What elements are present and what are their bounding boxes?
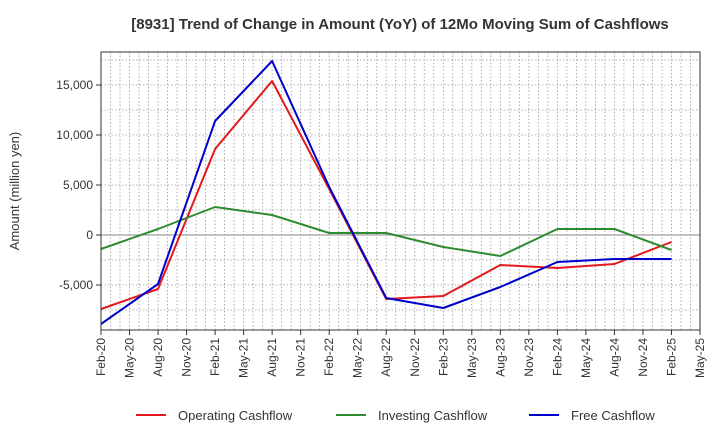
x-tick-label: Feb-25 xyxy=(664,338,678,376)
x-tick-label: Nov-20 xyxy=(180,338,194,377)
x-tick-label: Feb-24 xyxy=(550,338,564,376)
x-tick-label: May-25 xyxy=(693,338,707,378)
x-tick-label: May-22 xyxy=(351,338,365,378)
x-tick-label: May-21 xyxy=(237,338,251,378)
y-tick-label: 15,000 xyxy=(56,78,93,92)
x-tick-label: Feb-22 xyxy=(322,338,336,376)
x-tick-label: Aug-23 xyxy=(493,338,507,377)
x-tick-label: Aug-20 xyxy=(151,338,165,377)
x-tick-label: Nov-22 xyxy=(408,338,422,377)
x-tick-label: Aug-22 xyxy=(379,338,393,377)
y-tick-label: 0 xyxy=(86,228,93,242)
y-tick-label: -5,000 xyxy=(59,278,93,292)
x-tick-label: Aug-24 xyxy=(607,338,621,377)
legend: Operating Cashflow Investing Cashflow Free… xyxy=(136,408,655,423)
legend-label-operating-cashflow: Operating Cashflow xyxy=(178,408,293,423)
x-tick-label: Aug-21 xyxy=(265,338,279,377)
y-tick-label: 10,000 xyxy=(56,128,93,142)
plot-frame xyxy=(100,51,701,331)
x-tick-label: May-23 xyxy=(465,338,479,378)
x-tick-label: Nov-24 xyxy=(636,338,650,377)
x-tick-label: Feb-20 xyxy=(94,338,108,376)
chart-title: [8931] Trend of Change in Amount (YoY) o… xyxy=(131,16,669,33)
x-tick-label: Nov-23 xyxy=(522,338,536,377)
y-tick-label: 5,000 xyxy=(63,178,93,192)
grid xyxy=(101,52,700,330)
x-tick-label: Nov-21 xyxy=(294,338,308,377)
x-tick-label: Feb-23 xyxy=(436,338,450,376)
series-line-free-cashflow xyxy=(100,60,672,325)
series-layer xyxy=(100,60,672,325)
y-axis-label: Amount (million yen) xyxy=(7,132,22,251)
tick-layer: -5,000 0 5,000 10,000 15,000 Feb-20 May-20 Aug-… xyxy=(56,78,707,378)
series-line-investing-cashflow xyxy=(100,206,672,257)
x-tick-label: Feb-21 xyxy=(208,338,222,376)
x-tick-label: May-20 xyxy=(123,338,137,378)
legend-label-investing-cashflow: Investing Cashflow xyxy=(378,408,488,423)
legend-label-free-cashflow: Free Cashflow xyxy=(571,408,655,423)
x-tick-label: May-24 xyxy=(579,338,593,378)
